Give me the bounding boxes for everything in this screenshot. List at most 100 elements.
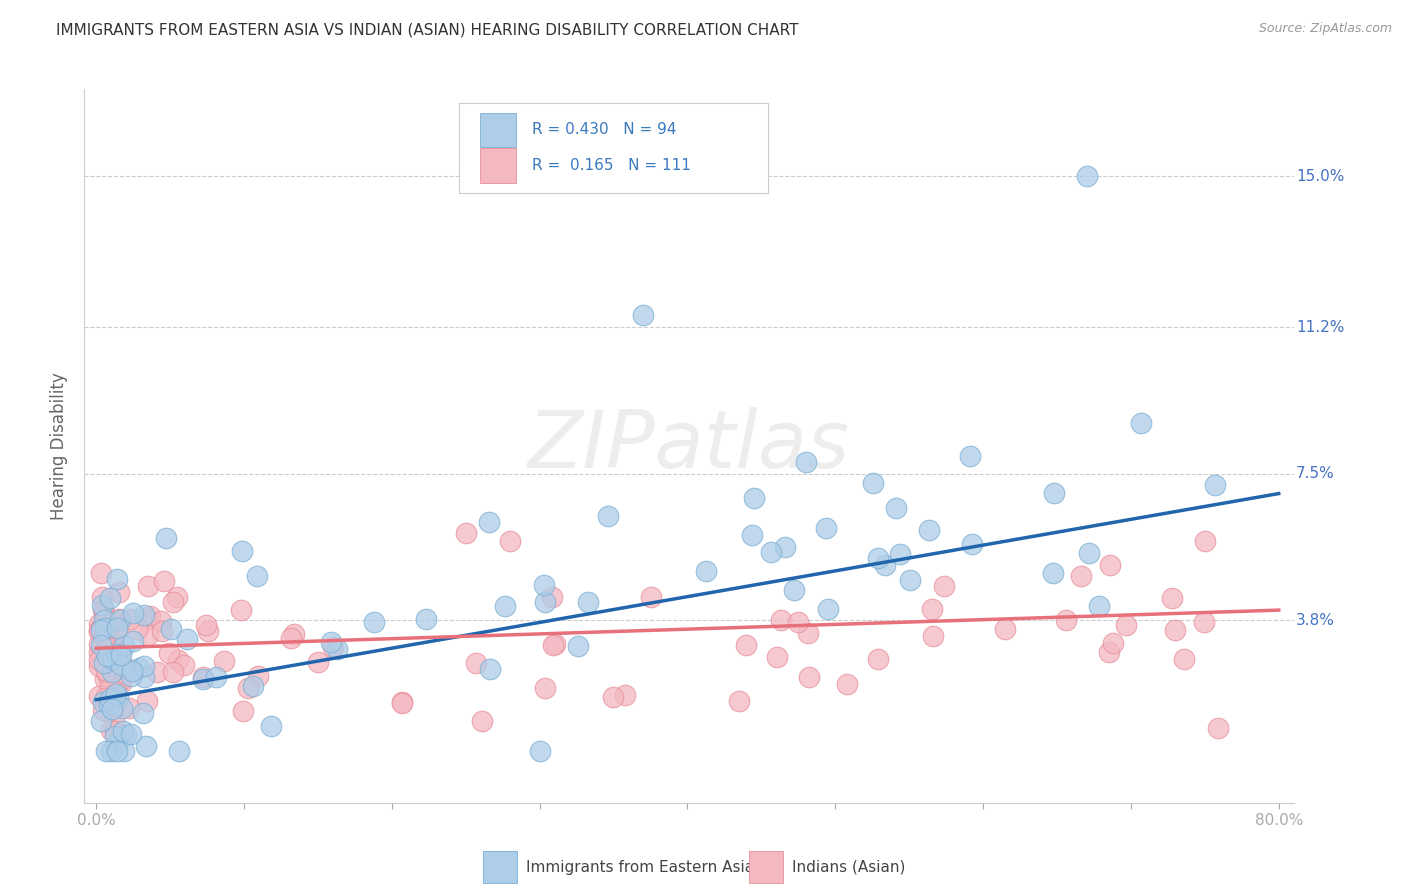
Text: Immigrants from Eastern Asia: Immigrants from Eastern Asia xyxy=(526,860,754,874)
Point xyxy=(105,572,128,586)
Point xyxy=(307,655,329,669)
Point xyxy=(105,744,128,758)
Point xyxy=(246,569,269,583)
Point xyxy=(108,646,131,660)
Point xyxy=(118,701,141,715)
Point xyxy=(1206,721,1229,735)
Point xyxy=(125,622,148,636)
Point xyxy=(197,624,219,638)
Point xyxy=(94,621,117,635)
Point xyxy=(90,714,112,728)
Point xyxy=(478,515,501,529)
Point xyxy=(96,622,118,636)
Point xyxy=(326,642,349,657)
Point xyxy=(162,595,184,609)
Point xyxy=(391,695,413,709)
Point xyxy=(105,621,128,635)
Point xyxy=(93,630,115,644)
Point xyxy=(465,656,488,670)
Point xyxy=(121,665,143,679)
Point xyxy=(1098,645,1121,659)
Point xyxy=(994,622,1017,636)
Point xyxy=(94,615,117,629)
Point xyxy=(93,606,115,620)
Point xyxy=(868,551,890,566)
Point xyxy=(103,635,125,649)
Point xyxy=(162,665,184,679)
Point xyxy=(98,591,121,606)
FancyBboxPatch shape xyxy=(484,851,517,883)
Point xyxy=(1070,568,1092,582)
Point xyxy=(90,566,112,580)
Point xyxy=(112,723,135,738)
Point xyxy=(1076,169,1098,184)
Point xyxy=(104,730,127,744)
Text: Indians (Asian): Indians (Asian) xyxy=(792,860,905,874)
Point xyxy=(93,656,115,670)
Point xyxy=(103,634,125,648)
Point xyxy=(138,627,160,641)
Point xyxy=(101,652,124,666)
Point xyxy=(105,699,128,714)
Point xyxy=(735,638,758,652)
Point xyxy=(533,681,555,695)
Point xyxy=(91,598,114,612)
Point xyxy=(322,640,344,655)
Point xyxy=(90,623,112,637)
Point xyxy=(889,547,911,561)
Point xyxy=(1173,652,1195,666)
Point xyxy=(89,652,111,666)
Point xyxy=(146,665,169,679)
Point xyxy=(97,612,120,626)
Point xyxy=(135,694,157,708)
Point xyxy=(96,665,118,679)
Point xyxy=(391,696,413,710)
FancyBboxPatch shape xyxy=(749,851,783,883)
Point xyxy=(166,653,188,667)
Point xyxy=(728,694,751,708)
Point xyxy=(89,658,111,673)
Point xyxy=(205,670,228,684)
Point xyxy=(886,501,908,516)
Point xyxy=(94,744,117,758)
Point xyxy=(103,713,125,727)
Point xyxy=(744,491,766,505)
Point xyxy=(478,662,501,676)
Point xyxy=(959,449,981,463)
Point xyxy=(155,531,177,545)
Point xyxy=(280,631,302,645)
Point xyxy=(96,649,118,664)
Point xyxy=(868,652,890,666)
Point xyxy=(242,679,264,693)
Point xyxy=(862,476,884,491)
Point xyxy=(91,603,114,617)
Point xyxy=(1099,558,1122,573)
Point xyxy=(94,623,117,637)
Point xyxy=(105,648,128,662)
Text: ZIPatlas: ZIPatlas xyxy=(527,407,851,485)
Point xyxy=(898,573,921,587)
Point xyxy=(173,657,195,672)
Point xyxy=(100,702,122,716)
Point xyxy=(110,658,132,673)
Point xyxy=(89,645,111,659)
Point xyxy=(91,703,114,717)
Point xyxy=(112,744,135,758)
Point xyxy=(319,635,342,649)
Point xyxy=(835,677,858,691)
Point xyxy=(122,633,145,648)
Point xyxy=(166,590,188,604)
Point xyxy=(614,689,637,703)
Point xyxy=(1077,546,1099,560)
Point xyxy=(770,613,793,627)
Point xyxy=(93,614,115,628)
Point xyxy=(139,609,162,624)
Point xyxy=(787,615,810,629)
Point xyxy=(533,578,555,592)
Point xyxy=(135,739,157,753)
Point xyxy=(120,727,142,741)
FancyBboxPatch shape xyxy=(460,103,768,193)
Point xyxy=(167,744,190,758)
Point xyxy=(103,739,125,753)
Point xyxy=(741,528,763,542)
